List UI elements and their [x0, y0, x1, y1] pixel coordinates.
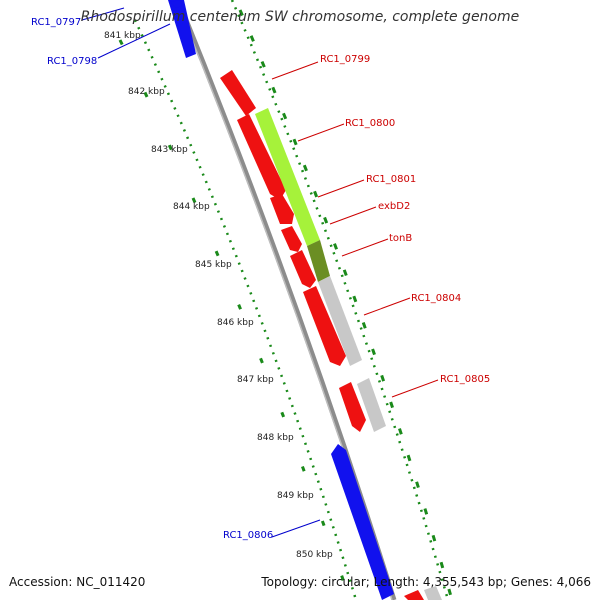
gene-rc1-0800[interactable] [237, 114, 286, 200]
gene-exbD2[interactable] [281, 226, 302, 252]
tick-842: 842 kbp [128, 87, 165, 97]
tick-841: 841 kbp [104, 31, 141, 41]
gene-rc1-0806[interactable] [331, 444, 394, 600]
leader-tonB [341, 238, 389, 257]
leader-rc1-0804 [363, 297, 411, 316]
tick-846: 846 kbp [217, 318, 254, 328]
gene-bottom-red[interactable] [404, 590, 424, 600]
label-rc1-0799[interactable]: RC1_0799 [320, 54, 370, 65]
tick-849: 849 kbp [277, 491, 314, 501]
scale-track-outer-major [238, 9, 454, 600]
feature-gray-3[interactable] [424, 586, 442, 600]
feature-olive[interactable] [307, 240, 330, 282]
tick-844: 844 kbp [173, 202, 210, 212]
tick-843: 843 kbp [151, 145, 188, 155]
tick-845: 845 kbp [195, 260, 232, 270]
leader-rc1-0800 [297, 123, 345, 142]
scale-track-inner-major [118, 39, 352, 600]
gene-rc1-0804[interactable] [303, 286, 346, 366]
gene-rc1-0801[interactable] [270, 194, 294, 224]
gene-rc1-0799[interactable] [220, 70, 256, 116]
label-rc1-0801[interactable]: RC1_0801 [366, 174, 416, 185]
leader-rc1-0801 [317, 179, 365, 198]
label-rc1-0805[interactable]: RC1_0805 [440, 374, 490, 385]
leader-rc1-0797 [81, 7, 125, 21]
leader-rc1-0799 [271, 61, 319, 80]
accession-text: Accession: NC_011420 [9, 575, 146, 589]
leader-rc1-0805 [391, 379, 439, 398]
leader-exbD2 [329, 206, 377, 225]
gene-rc1-0797[interactable] [168, 0, 196, 58]
genome-summary-text: Topology: circular; Length: 4,355,543 bp… [261, 575, 591, 589]
leader-rc1-0798 [97, 23, 171, 59]
leader-rc1-0806 [271, 519, 321, 538]
label-rc1-0798[interactable]: RC1_0798 [47, 56, 97, 67]
gene-rc1-0798[interactable] [170, 0, 182, 8]
label-rc1-0797[interactable]: RC1_0797 [31, 17, 81, 28]
gene-tonB[interactable] [290, 250, 316, 288]
label-rc1-0806[interactable]: RC1_0806 [223, 530, 273, 541]
label-exbD2[interactable]: exbD2 [378, 201, 410, 212]
gene-rc1-0805[interactable] [339, 382, 366, 432]
label-tonB[interactable]: tonB [389, 233, 412, 244]
tick-847: 847 kbp [237, 375, 274, 385]
label-rc1-0804[interactable]: RC1_0804 [411, 293, 461, 304]
label-rc1-0800[interactable]: RC1_0800 [345, 118, 395, 129]
feature-gray-1[interactable] [318, 276, 362, 366]
feature-gray-2[interactable] [357, 378, 386, 432]
feature-lime[interactable] [255, 108, 320, 246]
map-title: Rhodospirillum centenum SW chromosome, c… [80, 9, 520, 25]
tick-848: 848 kbp [257, 433, 294, 443]
tick-850: 850 kbp [296, 550, 333, 560]
